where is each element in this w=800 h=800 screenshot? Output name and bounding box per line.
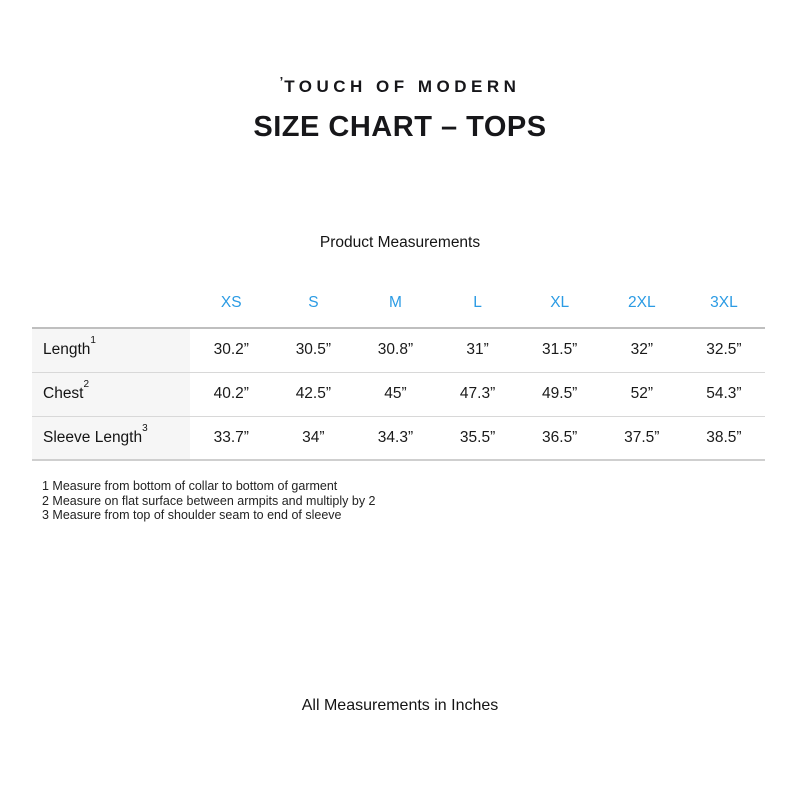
cell-chest-m: 45” bbox=[354, 371, 437, 416]
size-header-row: XS S M L XL 2XL 3XL bbox=[32, 278, 765, 328]
row-label-chest: Chest2 bbox=[32, 371, 191, 416]
cell-sleeve-xl: 36.5” bbox=[518, 415, 601, 461]
logo-tick-icon: ’ bbox=[279, 74, 284, 89]
size-table: XS S M L XL 2XL 3XL Length1 30.2” 30.5” … bbox=[32, 278, 765, 461]
row-label-text: Sleeve Length bbox=[43, 428, 143, 446]
size-column-header-l: L bbox=[473, 293, 482, 311]
row-label-text: Chest bbox=[43, 385, 84, 402]
footnote-marker: 1 bbox=[90, 335, 96, 347]
cell-length-3xl: 32.5” bbox=[682, 327, 765, 372]
table-row-chest: Chest2 40.2” 42.5” 45” 47.3” 49.5” 52” 5… bbox=[32, 371, 765, 416]
cell-sleeve-3xl: 38.5” bbox=[682, 415, 765, 461]
cell-length-l: 31” bbox=[436, 327, 519, 372]
footnote-marker: 3 bbox=[142, 422, 148, 434]
size-column-header-2xl: 2XL bbox=[628, 293, 656, 311]
size-column-header-s: S bbox=[308, 293, 319, 311]
footnotes: 1 Measure from bottom of collar to botto… bbox=[42, 479, 376, 523]
row-label-length: Length1 bbox=[32, 327, 191, 372]
size-column-header-m: M bbox=[389, 293, 402, 311]
cell-sleeve-l: 35.5” bbox=[436, 415, 519, 461]
units-note: All Measurements in Inches bbox=[301, 697, 499, 714]
size-column-header-xl: XL bbox=[550, 293, 570, 311]
footnote-1: 1 Measure from bottom of collar to botto… bbox=[42, 479, 338, 493]
row-label-text: Length bbox=[43, 341, 91, 359]
cell-sleeve-xs: 33.7” bbox=[190, 415, 273, 461]
cell-length-s: 30.5” bbox=[272, 327, 355, 372]
size-table-container: XS S M L XL 2XL 3XL Length1 30.2” 30.5” … bbox=[32, 278, 765, 461]
size-column-header-3xl: 3XL bbox=[710, 293, 738, 311]
brand-logo: ’TOUCH OF MODERN bbox=[0, 74, 800, 97]
cell-sleeve-s: 34” bbox=[272, 415, 355, 461]
page-title: SIZE CHART – TOPS bbox=[253, 111, 547, 143]
cell-chest-xl: 49.5” bbox=[518, 371, 601, 416]
cell-length-2xl: 32” bbox=[600, 327, 683, 372]
cell-sleeve-m: 34.3” bbox=[354, 415, 437, 461]
cell-sleeve-2xl: 37.5” bbox=[600, 415, 683, 461]
brand-name: TOUCH OF MODERN bbox=[284, 77, 521, 96]
cell-length-xs: 30.2” bbox=[190, 327, 273, 372]
footnote-3: 3 Measure from top of shoulder seam to e… bbox=[42, 508, 342, 522]
cell-chest-xs: 40.2” bbox=[190, 371, 273, 416]
cell-chest-2xl: 52” bbox=[600, 371, 683, 416]
cell-length-xl: 31.5” bbox=[518, 327, 601, 372]
cell-chest-3xl: 54.3” bbox=[682, 371, 765, 416]
cell-chest-s: 42.5” bbox=[272, 371, 355, 416]
footnote-2: 2 Measure on flat surface between armpit… bbox=[42, 493, 376, 508]
cell-length-m: 30.8” bbox=[354, 327, 437, 372]
size-column-header-xs: XS bbox=[220, 293, 242, 311]
footnote-marker: 2 bbox=[83, 378, 90, 390]
table-row-sleeve-length: Sleeve Length3 33.7” 34” 34.3” 35.5” 36.… bbox=[32, 415, 765, 461]
section-heading: Product Measurements bbox=[319, 234, 481, 251]
cell-chest-l: 47.3” bbox=[436, 371, 519, 416]
table-row-length: Length1 30.2” 30.5” 30.8” 31” 31.5” 32” … bbox=[32, 327, 765, 372]
corner-cell bbox=[32, 278, 190, 328]
row-label-sleeve-length: Sleeve Length3 bbox=[32, 415, 191, 461]
